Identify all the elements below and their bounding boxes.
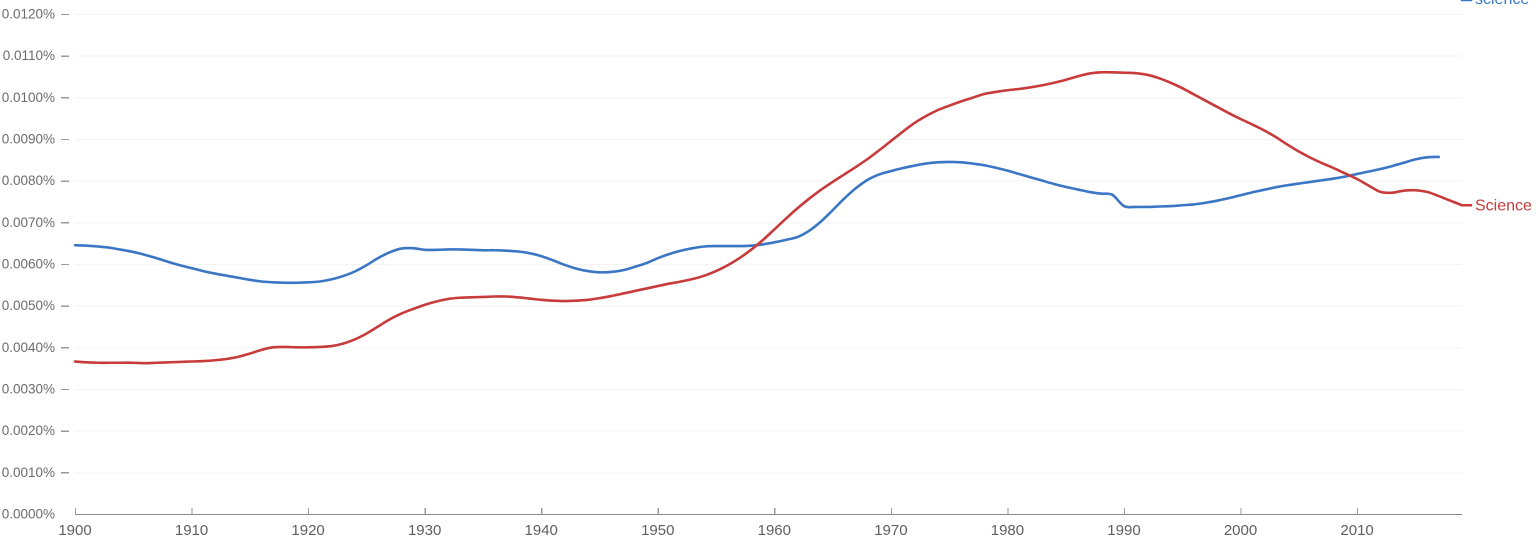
y-tick-labels-group: 0.0120% 0.0110% 0.0100% 0.0090% 0.0080% 0.007… — [2, 7, 55, 522]
x-tick-label: 2010 — [1340, 522, 1373, 539]
x-tick-label: 1970 — [874, 522, 907, 539]
x-tick-label: 1910 — [175, 522, 208, 539]
x-tick-label: 1940 — [525, 522, 558, 539]
x-tick-label: 1900 — [58, 522, 91, 539]
series-lines-group[interactable] — [73, 70, 1464, 365]
y-tick-label: 0.0050% — [2, 298, 55, 313]
x-tick-label: 1990 — [1107, 522, 1140, 539]
y-tick-label: 0.0000% — [2, 507, 55, 522]
x-tick-label: 1930 — [408, 522, 441, 539]
y-tick-label: 0.0120% — [2, 7, 55, 22]
y-tick-label: 0.0070% — [2, 215, 55, 230]
gridlines-group — [75, 14, 1462, 474]
legend-label-science[interactable]: science — [1475, 0, 1529, 8]
y-tick-marks-group — [61, 13, 69, 474]
y-tick-label: 0.0080% — [2, 173, 55, 188]
series-line-science[interactable] — [73, 155, 1440, 285]
series-line-science-capital[interactable] — [73, 70, 1464, 365]
y-tick-label: 0.0110% — [3, 48, 55, 63]
x-tick-label: 1950 — [641, 522, 674, 539]
y-tick-label: 0.0100% — [2, 90, 55, 105]
y-tick-label: 0.0060% — [2, 257, 55, 272]
legend-group[interactable]: science Science — [1460, 0, 1532, 214]
y-tick-label: 0.0030% — [2, 382, 55, 397]
y-tick-label: 0.0040% — [2, 340, 55, 355]
x-tick-label: 1920 — [291, 522, 324, 539]
x-tick-label: 2000 — [1224, 522, 1257, 539]
y-tick-label: 0.0020% — [2, 423, 55, 438]
y-tick-label: 0.0010% — [2, 465, 55, 480]
x-tick-labels-group: 1900 1910 1920 1930 1940 1950 1960 1970 1980 1990… — [58, 522, 1373, 539]
legend-label-science-capital[interactable]: Science — [1475, 197, 1532, 214]
x-tick-label: 1960 — [758, 522, 791, 539]
y-tick-label: 0.0090% — [2, 132, 55, 147]
x-tick-label: 1980 — [991, 522, 1024, 539]
x-tick-marks-group — [74, 508, 1359, 515]
